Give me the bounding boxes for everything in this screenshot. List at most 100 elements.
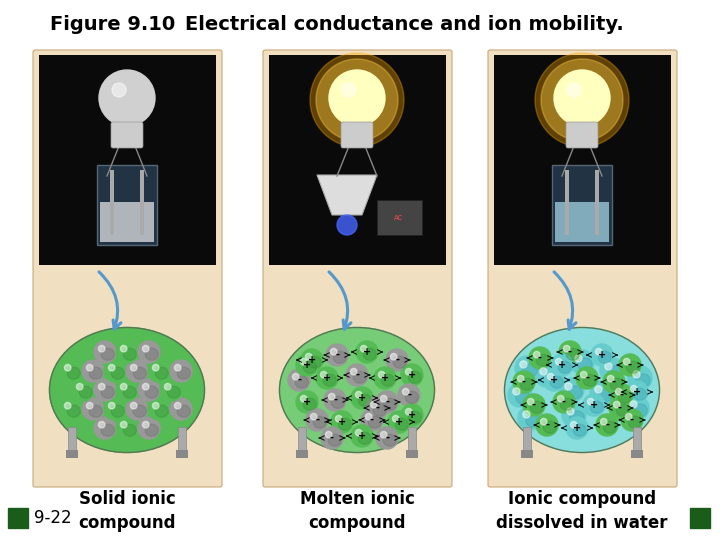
Ellipse shape [328, 434, 341, 446]
Circle shape [342, 83, 356, 97]
Circle shape [321, 427, 343, 449]
Circle shape [148, 360, 170, 382]
Circle shape [326, 344, 348, 366]
Ellipse shape [89, 405, 102, 417]
Ellipse shape [408, 411, 421, 423]
Circle shape [570, 421, 577, 428]
Circle shape [99, 421, 105, 428]
Circle shape [153, 402, 159, 409]
Circle shape [513, 388, 520, 395]
Text: -: - [297, 375, 301, 385]
Ellipse shape [633, 404, 647, 417]
Bar [140, 170, 144, 235]
Bar [176, 450, 188, 458]
Circle shape [351, 387, 373, 409]
Circle shape [523, 411, 530, 418]
Ellipse shape [590, 401, 603, 413]
Circle shape [82, 360, 104, 382]
Circle shape [296, 354, 318, 376]
Text: Figure 9.10: Figure 9.10 [50, 15, 175, 34]
Circle shape [346, 364, 368, 386]
Circle shape [86, 402, 93, 409]
Ellipse shape [560, 398, 573, 410]
Circle shape [609, 397, 631, 419]
Circle shape [109, 402, 115, 409]
Circle shape [630, 401, 637, 408]
Circle shape [529, 347, 551, 369]
Ellipse shape [405, 391, 418, 403]
Ellipse shape [636, 374, 650, 387]
Ellipse shape [583, 374, 596, 386]
Circle shape [82, 398, 104, 420]
Circle shape [564, 383, 572, 390]
Circle shape [392, 415, 399, 422]
Text: +: + [338, 417, 346, 427]
Bar [633, 427, 641, 452]
Text: +: + [358, 393, 366, 403]
Text: -: - [335, 350, 339, 360]
Circle shape [575, 355, 582, 362]
Text: +: + [363, 347, 371, 357]
Circle shape [605, 363, 612, 370]
Circle shape [325, 431, 332, 438]
Text: +: + [558, 360, 566, 370]
Circle shape [518, 406, 542, 430]
Circle shape [109, 364, 115, 371]
Circle shape [301, 349, 323, 371]
Circle shape [99, 383, 105, 390]
Text: -: - [562, 397, 566, 407]
Circle shape [356, 341, 378, 363]
Ellipse shape [570, 411, 584, 424]
Circle shape [518, 375, 524, 382]
Circle shape [405, 368, 412, 375]
Text: +: + [598, 350, 606, 360]
Circle shape [596, 414, 618, 436]
Circle shape [305, 353, 312, 360]
Ellipse shape [558, 361, 572, 373]
Circle shape [508, 383, 532, 407]
Text: +: + [323, 373, 331, 383]
Text: -: - [355, 370, 359, 380]
Circle shape [625, 396, 649, 420]
Ellipse shape [331, 396, 344, 408]
Circle shape [374, 367, 396, 389]
Text: -: - [395, 355, 399, 365]
FancyBboxPatch shape [111, 122, 143, 148]
Circle shape [296, 391, 318, 413]
Circle shape [86, 364, 93, 371]
Circle shape [613, 401, 620, 408]
Circle shape [153, 364, 159, 371]
Ellipse shape [167, 386, 180, 399]
Polygon shape [317, 175, 377, 215]
Ellipse shape [566, 348, 580, 360]
Circle shape [316, 367, 338, 389]
Circle shape [361, 409, 383, 431]
Circle shape [99, 70, 155, 126]
Circle shape [543, 369, 565, 391]
Ellipse shape [550, 376, 563, 388]
Text: -: - [630, 415, 634, 425]
Bar [66, 450, 78, 458]
Circle shape [130, 364, 137, 371]
FancyBboxPatch shape [263, 50, 452, 487]
Circle shape [595, 386, 602, 393]
Text: +: + [590, 400, 598, 410]
Ellipse shape [368, 416, 382, 428]
Ellipse shape [123, 386, 136, 399]
Circle shape [72, 379, 94, 401]
Circle shape [576, 367, 598, 389]
Ellipse shape [505, 327, 660, 453]
Ellipse shape [145, 386, 158, 399]
Text: -: - [568, 347, 572, 357]
Ellipse shape [323, 374, 336, 386]
Circle shape [99, 346, 105, 352]
Ellipse shape [543, 421, 557, 433]
Circle shape [126, 360, 148, 382]
Circle shape [94, 341, 116, 363]
Ellipse shape [363, 348, 377, 360]
Ellipse shape [303, 361, 316, 373]
Text: -: - [618, 403, 622, 413]
Circle shape [535, 363, 559, 387]
Ellipse shape [383, 398, 396, 410]
Circle shape [288, 369, 310, 391]
